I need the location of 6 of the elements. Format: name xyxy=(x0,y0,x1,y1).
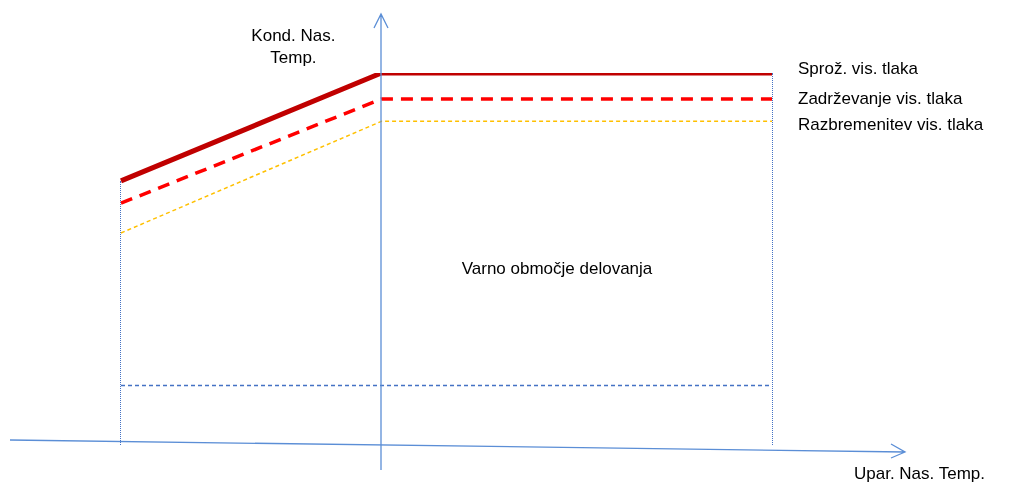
series-label: Razbremenitev vis. tlaka xyxy=(798,115,984,135)
y-axis-title: Kond. Nas. Temp. xyxy=(251,25,336,67)
x-axis-title: Upar. Nas. Temp. xyxy=(853,463,985,483)
series-label: Zadrževanje vis. tlaka xyxy=(798,88,963,108)
series-label: Sprož. vis. tlaka xyxy=(798,58,919,78)
annotation: Varno območje delovanja xyxy=(461,258,653,278)
